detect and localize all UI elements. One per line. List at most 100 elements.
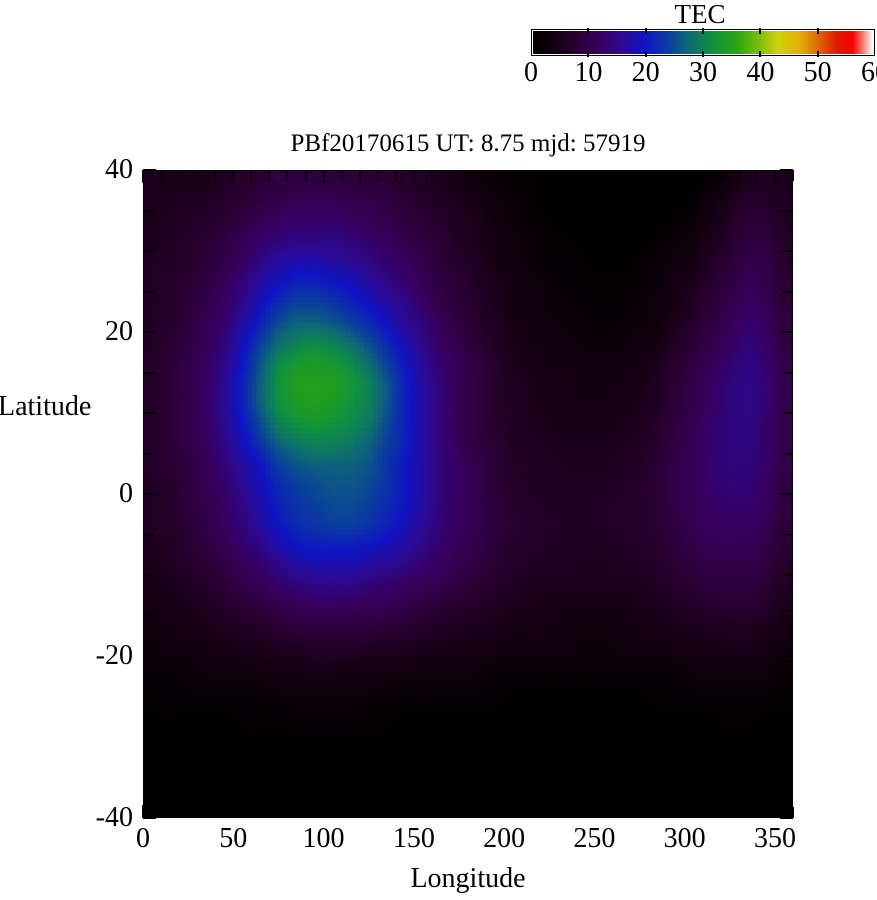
yaxis-title: Latitude (0, 391, 92, 422)
yaxis-tick-left (143, 817, 156, 819)
xaxis-tick-label: 350 (753, 823, 796, 854)
yaxis-tick-right (782, 452, 793, 455)
colorbar-tick-label: 40 (746, 57, 775, 88)
yaxis-tick-left (143, 736, 154, 738)
colorbar-tick (644, 28, 647, 34)
xaxis-tick-top (448, 170, 451, 181)
xaxis-tick-top (196, 170, 199, 181)
yaxis-tick-left (143, 290, 154, 293)
yaxis-tick-left (143, 695, 154, 698)
xaxis-tick-top (737, 170, 740, 181)
yaxis-tick-label: 40 (105, 154, 133, 185)
xaxis-tick-top (683, 170, 686, 183)
yaxis-tick-right (782, 574, 793, 576)
xaxis-tick-bottom (340, 807, 343, 818)
yaxis-tick-label: 20 (105, 316, 133, 347)
xaxis-tick-bottom (503, 805, 506, 818)
xaxis-tick-top (629, 170, 632, 181)
xaxis-tick-top (773, 170, 776, 183)
colorbar-tick-label: 10 (574, 57, 603, 88)
xaxis-tick-top (467, 170, 469, 181)
xaxis-tick-bottom (575, 807, 578, 818)
yaxis-tick-right (782, 614, 793, 617)
xaxis-tick-bottom (232, 805, 235, 818)
yaxis-tick-left (143, 209, 154, 212)
yaxis-tick-label: 0 (119, 478, 133, 509)
xaxis-tick-bottom (412, 805, 415, 818)
colorbar-tick (587, 51, 590, 57)
xaxis-tick-top (142, 170, 144, 183)
xaxis-tick-bottom (593, 805, 596, 818)
xaxis-tick-bottom (792, 807, 794, 818)
yaxis-tick-right (782, 776, 793, 779)
xaxis-tick-top (304, 170, 307, 181)
xaxis-tick-bottom (485, 807, 488, 818)
yaxis-tick-right (782, 209, 793, 212)
xaxis-tick-bottom (719, 807, 722, 818)
xaxis-tick-top (503, 170, 506, 183)
colorbar-tick-label: 20 (631, 57, 660, 88)
yaxis-tick-right (782, 533, 793, 536)
xaxis-tick-bottom (557, 807, 560, 818)
xaxis-tick-bottom (611, 807, 614, 818)
colorbar-tick (759, 51, 762, 57)
xaxis-tick-bottom (539, 807, 542, 818)
yaxis-tick-right (782, 412, 793, 414)
xaxis-tick-top (792, 170, 794, 181)
xaxis-tick-bottom (322, 805, 325, 818)
xaxis-tick-label: 300 (663, 823, 706, 854)
yaxis-tick-left (143, 533, 154, 536)
xaxis-tick-bottom (521, 807, 524, 818)
xaxis-tick-top (575, 170, 578, 181)
colorbar-tick (759, 28, 762, 34)
xaxis-tick-bottom (268, 807, 271, 818)
xaxis-tick-bottom (214, 807, 217, 818)
xaxis-tick-bottom (358, 807, 361, 818)
xaxis-tick-bottom (683, 805, 686, 818)
colorbar-tick (644, 51, 647, 57)
yaxis-tick-left (143, 250, 154, 252)
colorbar-title: TEC (674, 0, 726, 29)
yaxis-tick-right (782, 736, 793, 738)
xaxis-tick-bottom (647, 807, 650, 818)
yaxis-tick-left (143, 452, 154, 455)
colorbar (531, 28, 875, 57)
xaxis-tick-top (322, 170, 325, 183)
xaxis-tick-bottom (142, 805, 144, 818)
xaxis-tick-bottom (448, 807, 451, 818)
yaxis-tick-left (143, 169, 156, 171)
xaxis-tick-top (232, 170, 235, 183)
tec-heatmap-canvas (144, 171, 792, 817)
xaxis-tick-label: 0 (136, 823, 150, 854)
xaxis-tick-top (214, 170, 217, 181)
yaxis-tick-left (143, 493, 156, 495)
xaxis-tick-bottom (286, 807, 289, 818)
xaxis-tick-top (358, 170, 361, 181)
yaxis-tick-left (143, 574, 154, 576)
xaxis-tick-top (178, 170, 181, 181)
colorbar-tick-label: 30 (689, 57, 717, 88)
xaxis-tick-top (719, 170, 722, 181)
xaxis-tick-top (539, 170, 542, 181)
xaxis-tick-top (286, 170, 289, 181)
xaxis-tick-top (430, 170, 433, 181)
xaxis-tick-label: 100 (302, 823, 345, 854)
colorbar-tick-label: 50 (803, 57, 832, 88)
xaxis-tick-bottom (701, 807, 704, 818)
xaxis-tick-top (557, 170, 560, 181)
xaxis-tick-bottom (665, 807, 668, 818)
colorbar-gradient (533, 31, 873, 54)
xaxis-tick-bottom (773, 805, 776, 818)
yaxis-tick-right (780, 493, 793, 495)
xaxis-tick-top (521, 170, 524, 181)
yaxis-tick-right (780, 169, 793, 171)
xaxis-tick-top (665, 170, 668, 181)
colorbar-tick-label: 0 (524, 57, 538, 88)
yaxis-tick-left (143, 412, 154, 414)
xaxis-tick-top (647, 170, 650, 181)
xaxis-tick-bottom (178, 807, 181, 818)
xaxis-tick-top (394, 170, 397, 181)
yaxis-tick-right (782, 290, 793, 293)
xaxis-tick-bottom (304, 807, 307, 818)
xaxis-title: Longitude (410, 863, 526, 894)
